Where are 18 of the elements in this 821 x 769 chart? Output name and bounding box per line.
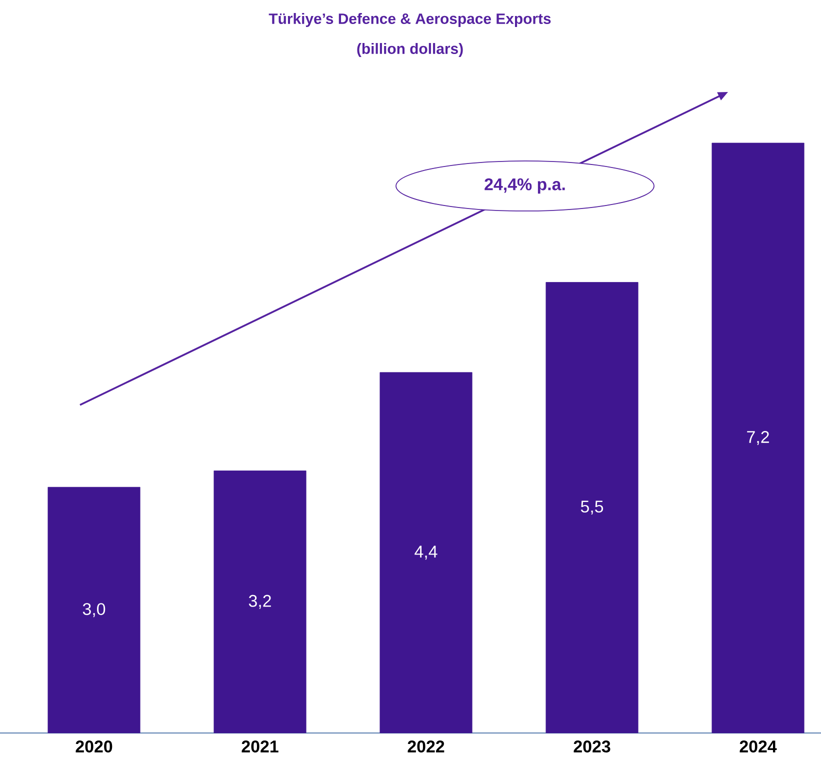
data-label: 4,4: [414, 546, 438, 560]
bar: [712, 142, 804, 734]
x-tick-label: 2022: [408, 740, 444, 752]
x-tick-label: 2024: [740, 740, 777, 752]
data-label: 3,2: [248, 594, 271, 609]
bar: [214, 470, 306, 734]
data-label: 5,5: [580, 500, 604, 515]
x-tick-label: 2021: [242, 740, 278, 752]
data-label: 3,0: [82, 603, 106, 618]
bar: [546, 282, 638, 734]
bar: [380, 372, 472, 734]
chart-title: Türkiye’s Defence & Aerospace Exports: [268, 13, 551, 27]
x-tick-label: 2020: [76, 740, 112, 752]
annotation: 24,4% p.a.: [484, 178, 565, 194]
x-tick-label: 2023: [574, 740, 610, 753]
bar: [48, 486, 140, 734]
data-label: 7,2: [747, 430, 769, 445]
chart-subtitle: (billion dollars): [357, 43, 463, 57]
